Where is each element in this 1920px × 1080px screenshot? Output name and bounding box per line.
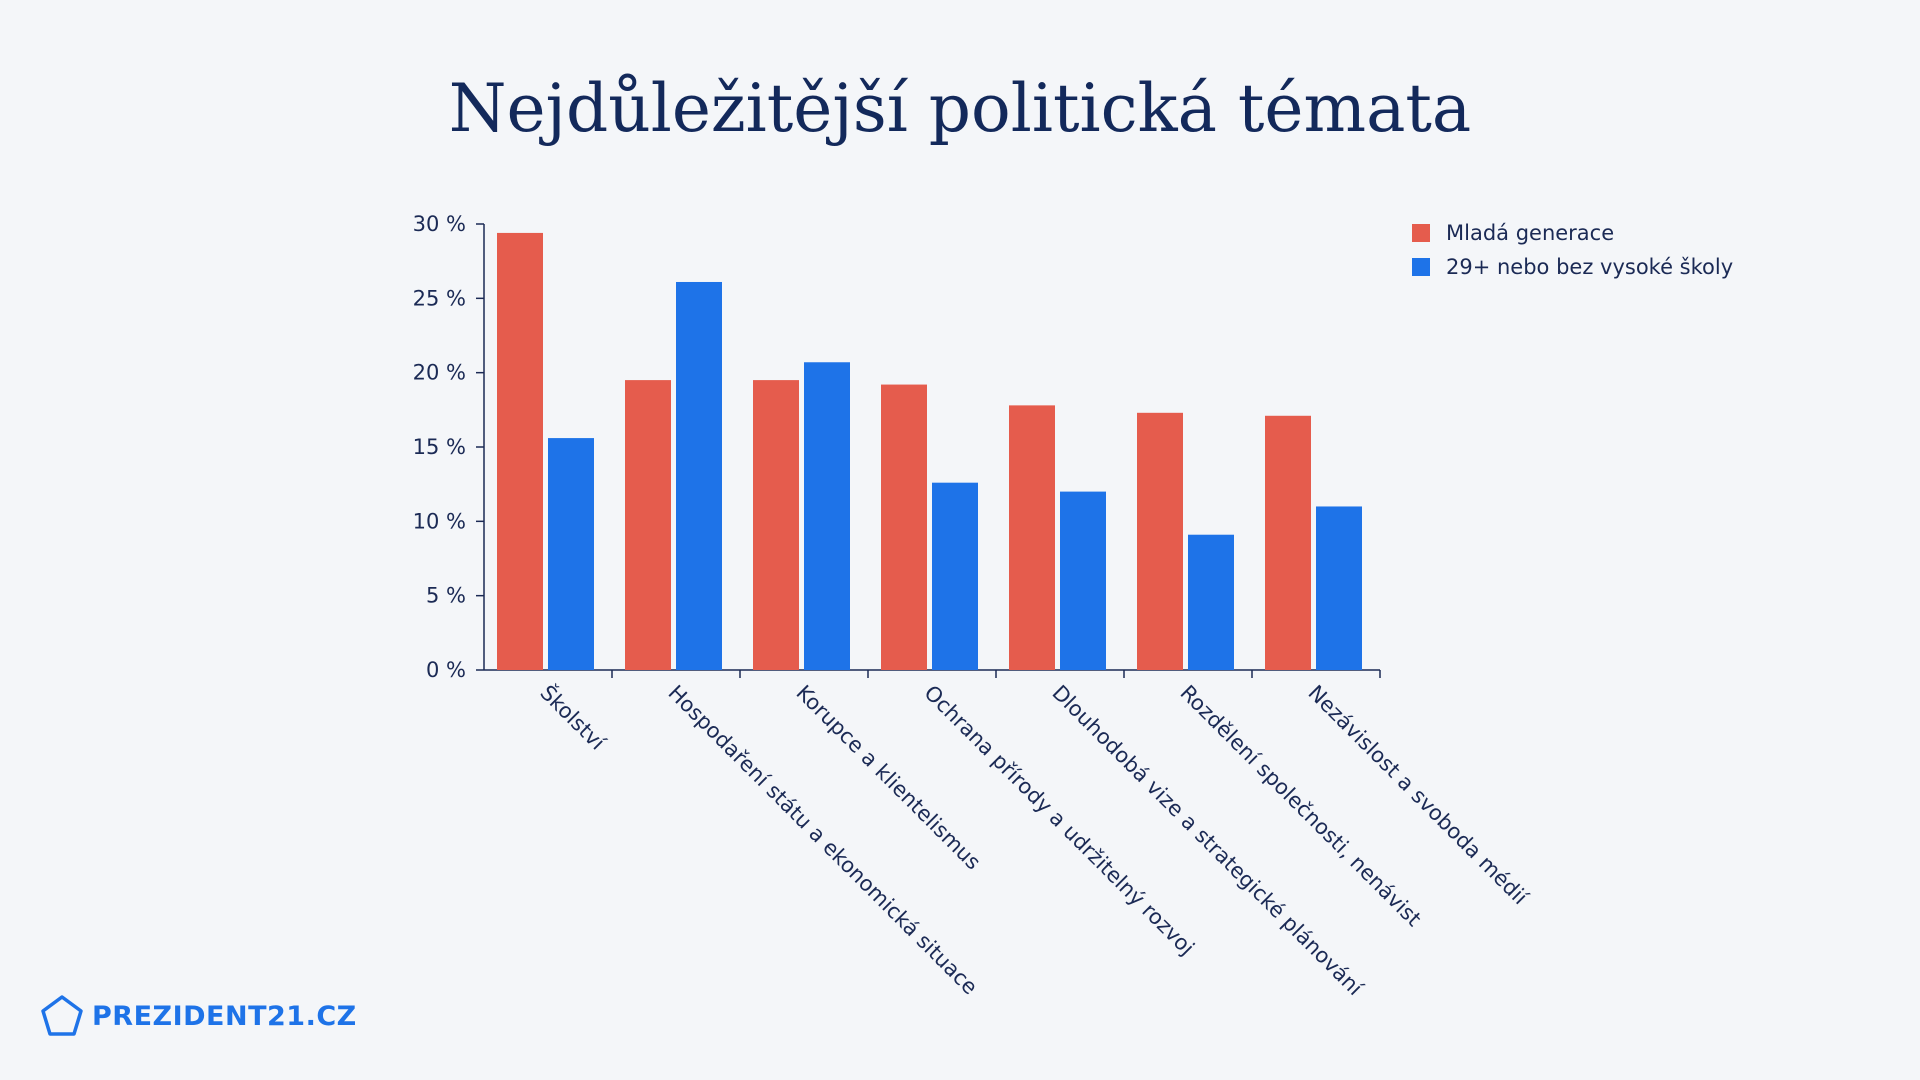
legend-label: 29+ nebo bez vysoké školy (1446, 255, 1733, 279)
bar (497, 232, 543, 671)
bars (497, 232, 1362, 671)
y-tick-label: 30 % (413, 212, 466, 236)
y-tick-label: 20 % (413, 361, 466, 385)
bar (1265, 415, 1311, 670)
bar (676, 281, 722, 670)
y-tick-label: 5 % (426, 584, 466, 608)
bar (625, 380, 671, 670)
legend: Mladá generace 29+ nebo bez vysoké školy (1412, 221, 1733, 279)
bar (1009, 405, 1055, 670)
y-tick-label: 0 % (426, 658, 466, 682)
x-tick-label: Ochrana přírody a udržitelný rozvoj (919, 681, 1198, 960)
bar (881, 384, 927, 670)
bar (1060, 491, 1106, 670)
y-tick-label: 10 % (413, 509, 466, 533)
brand-logo[interactable]: PREZIDENT21.CZ (40, 994, 357, 1038)
x-tick-label: Rozdělení společnosti, nenávist (1175, 681, 1425, 931)
y-tick-label: 15 % (413, 435, 466, 459)
bar (548, 438, 594, 670)
category-labels: Školství Hospodaření státu a ekonomická s… (535, 680, 1533, 1001)
bar (1137, 412, 1183, 670)
legend-swatch (1412, 224, 1430, 242)
bar (804, 362, 850, 670)
bar (1188, 534, 1234, 670)
brand-name: PREZIDENT21.CZ (92, 1000, 357, 1032)
pentagon-icon (41, 995, 83, 1036)
bar (753, 380, 799, 670)
legend-swatch (1412, 258, 1430, 276)
y-tick-label: 25 % (413, 286, 466, 310)
x-tick-label: Nezávislost a svoboda médií (1303, 681, 1533, 911)
legend-label: Mladá generace (1446, 221, 1614, 245)
chart-title: Nejdůležitější politická témata (448, 70, 1472, 147)
x-tick-label: Školství (535, 680, 611, 756)
bar (1316, 506, 1362, 670)
bar (932, 482, 978, 670)
